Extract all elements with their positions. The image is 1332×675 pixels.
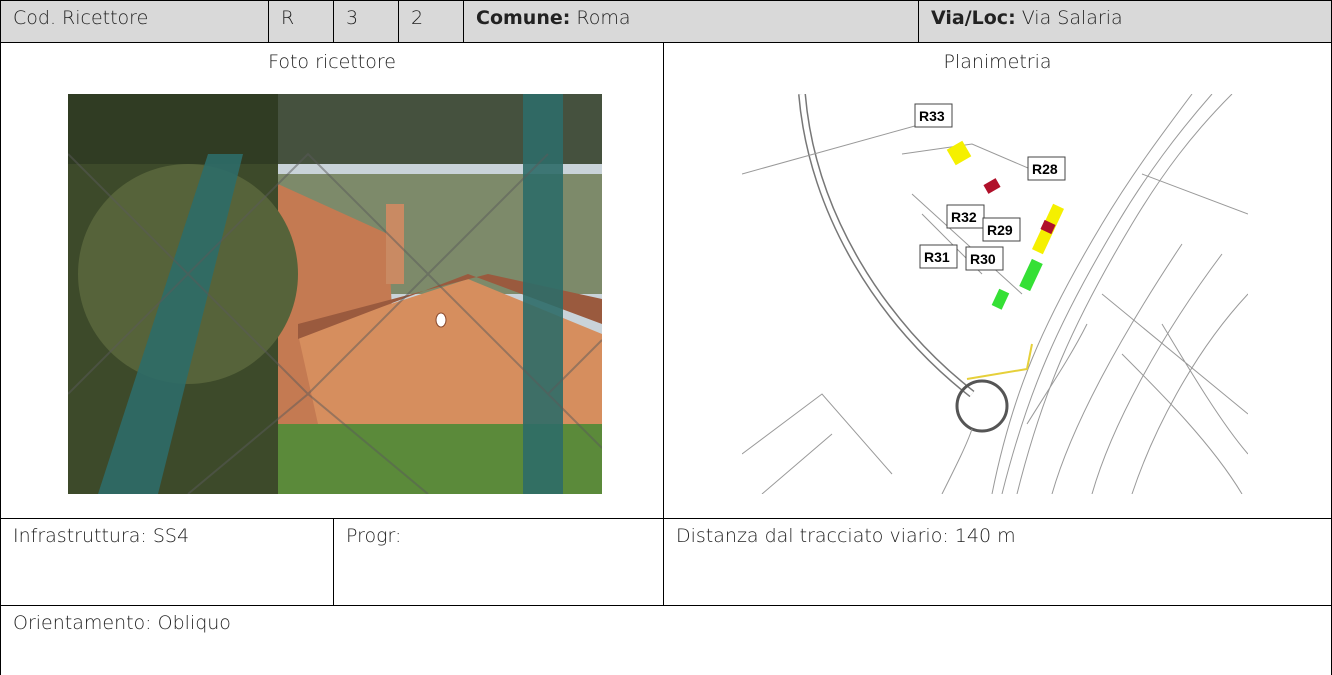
code-part: R xyxy=(268,0,334,43)
via-label: Via/Loc: xyxy=(931,7,1016,29)
map-label: R29 xyxy=(987,222,1013,238)
comune-value: Roma xyxy=(576,7,631,29)
comune-label: Comune: xyxy=(476,7,571,29)
infrastruttura: Infrastruttura: SS4 xyxy=(0,518,334,606)
map-label: R33 xyxy=(919,108,945,124)
orientamento: Orientamento: Obliquo xyxy=(0,605,1332,675)
map-title: Planimetria xyxy=(943,51,1052,73)
via-cell: Via/Loc: Via Salaria xyxy=(918,0,1332,43)
code-label: Cod. Ricettore xyxy=(0,0,269,43)
code-part: 2 xyxy=(398,0,464,43)
code-part: 3 xyxy=(333,0,399,43)
photo-title: Foto ricettore xyxy=(268,51,396,73)
comune-cell: Comune: Roma xyxy=(463,0,919,43)
map: R33 R28 R32 R29 R31 R30 xyxy=(742,94,1248,494)
map-label: R28 xyxy=(1032,161,1058,177)
map-label: R31 xyxy=(924,249,950,265)
map-label: R30 xyxy=(970,251,996,267)
photo xyxy=(68,94,602,494)
via-value: Via Salaria xyxy=(1021,7,1123,29)
distanza: Distanza dal tracciato viario: 140 m xyxy=(663,518,1332,606)
map-label: R32 xyxy=(951,209,977,225)
progr: Progr: xyxy=(333,518,664,606)
